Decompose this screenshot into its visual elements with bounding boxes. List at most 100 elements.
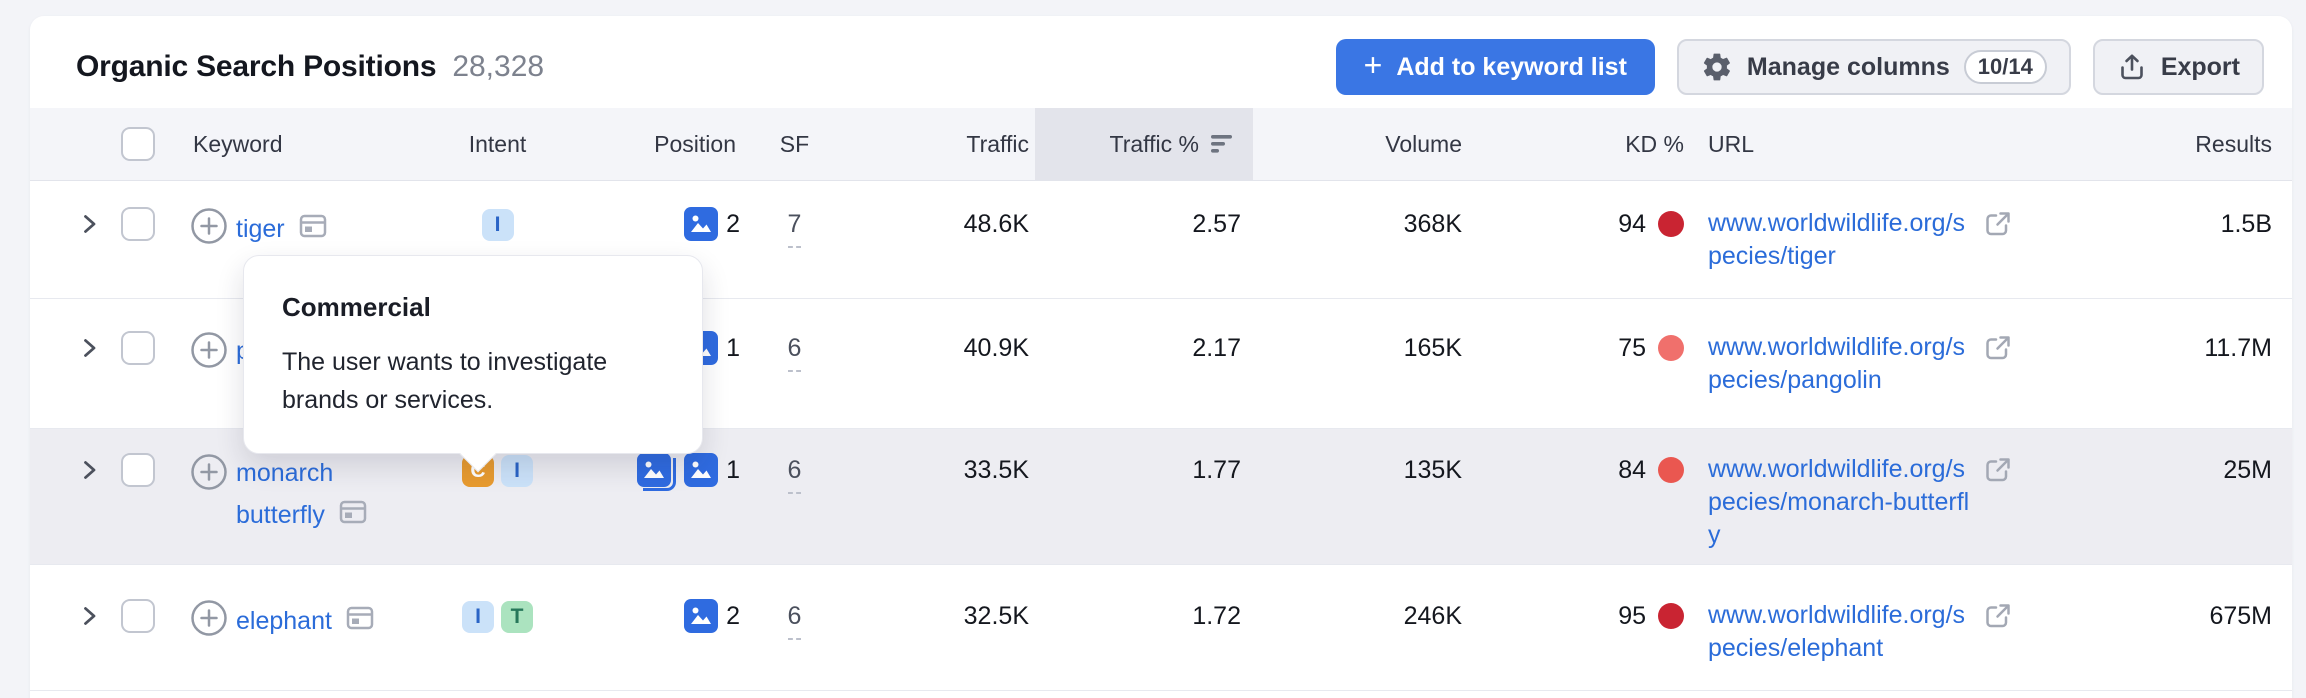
table-body: tiger I 2 7 48.6K 2.57: [30, 181, 2292, 691]
chevron-right-icon: [84, 607, 96, 625]
add-keyword-icon[interactable]: [190, 453, 228, 494]
url-link[interactable]: www.worldwildlife.org/species/tiger: [1708, 209, 1966, 270]
export-icon: [2117, 52, 2147, 82]
column-header-sf[interactable]: SF: [779, 130, 810, 157]
column-header-traffic[interactable]: Traffic: [966, 130, 1029, 157]
keyword-link[interactable]: tiger: [236, 215, 285, 243]
table-header-row: Keyword Intent Position SF Traffic Traff…: [30, 108, 2292, 181]
chevron-right-icon: [84, 461, 96, 479]
add-to-keyword-list-button[interactable]: + Add to keyword list: [1335, 39, 1655, 95]
serp-features-count[interactable]: 6: [787, 331, 802, 372]
traffic-pct-value: 1.77: [1192, 456, 1241, 484]
column-header-url[interactable]: URL: [1708, 130, 1755, 157]
external-link-icon[interactable]: [1983, 333, 2013, 372]
export-label: Export: [2160, 52, 2240, 81]
row-checkbox[interactable]: [121, 453, 155, 487]
sort-descending-icon: [1211, 134, 1235, 154]
gear-icon: [1701, 51, 1733, 83]
column-header-keyword[interactable]: Keyword: [193, 130, 283, 157]
traffic-value: 32.5K: [963, 602, 1029, 630]
table-row-elephant: elephant I T 2 6 32.5K: [30, 564, 2292, 691]
intent-badge-transactional[interactable]: T: [501, 601, 533, 633]
keyword-link[interactable]: monarch butterfly: [236, 459, 334, 529]
export-button[interactable]: Export: [2092, 39, 2264, 95]
add-keyword-icon[interactable]: [190, 599, 228, 640]
column-header-results[interactable]: Results: [2195, 130, 2272, 157]
kd-value: 94: [1618, 210, 1646, 238]
results-value: 1.5B: [2220, 210, 2272, 238]
kd-difficulty-dot: [1658, 211, 1684, 237]
chevron-right-icon: [84, 215, 96, 233]
plus-icon: +: [1363, 47, 1383, 83]
serp-features-count[interactable]: 7: [787, 207, 802, 248]
column-header-volume[interactable]: Volume: [1385, 130, 1462, 157]
volume-value: 368K: [1403, 210, 1462, 238]
column-header-traffic-pct[interactable]: Traffic %: [1035, 108, 1253, 180]
intent-badge-informational[interactable]: I: [501, 455, 533, 487]
add-keyword-icon[interactable]: [190, 207, 228, 248]
column-header-kd[interactable]: KD %: [1625, 130, 1684, 157]
volume-value: 165K: [1403, 334, 1462, 362]
total-count: 28,328: [452, 50, 545, 83]
url-link[interactable]: www.worldwildlife.org/species/monarch-bu…: [1708, 455, 1970, 549]
keyword-link[interactable]: elephant: [236, 607, 332, 635]
traffic-value: 40.9K: [963, 334, 1029, 362]
serp-preview-icon[interactable]: [345, 603, 375, 645]
external-link-icon[interactable]: [1983, 601, 2013, 640]
select-all-checkbox[interactable]: [121, 127, 155, 161]
expand-row-button[interactable]: [78, 213, 100, 238]
row-checkbox[interactable]: [121, 331, 155, 365]
serp-preview-icon[interactable]: [338, 497, 368, 539]
position-value: 1: [726, 334, 740, 362]
page-title: Organic Search Positions: [76, 50, 437, 83]
positions-table: Keyword Intent Position SF Traffic Traff…: [30, 108, 2292, 691]
url-link[interactable]: www.worldwildlife.org/species/pangolin: [1708, 333, 1966, 394]
expand-row-button[interactable]: [78, 337, 100, 362]
organic-search-positions-panel: Organic Search Positions 28,328 + Add to…: [30, 16, 2292, 698]
expand-row-button[interactable]: [78, 459, 100, 484]
traffic-value: 33.5K: [963, 456, 1029, 484]
expand-row-button[interactable]: [78, 605, 100, 630]
position-value: 2: [726, 602, 740, 630]
serp-features-count[interactable]: 6: [787, 453, 802, 494]
url-link[interactable]: www.worldwildlife.org/species/elephant: [1708, 601, 1966, 662]
manage-columns-label: Manage columns: [1746, 52, 1950, 81]
traffic-pct-value: 2.57: [1192, 210, 1241, 238]
kd-value: 75: [1618, 334, 1646, 362]
table-row-monarch-butterfly: monarch butterfly C I: [30, 428, 2292, 564]
intent-badge-informational[interactable]: I: [481, 209, 514, 241]
kd-value: 95: [1618, 602, 1646, 630]
row-checkbox[interactable]: [121, 599, 155, 633]
serp-features-count[interactable]: 6: [787, 599, 802, 640]
table-row-tiger: tiger I 2 7 48.6K 2.57: [30, 181, 2292, 298]
image-serp-feature-icon[interactable]: [684, 453, 719, 487]
position-value: 2: [726, 210, 740, 238]
traffic-pct-value: 1.72: [1192, 602, 1241, 630]
image-serp-feature-icon[interactable]: [684, 207, 719, 241]
column-header-position[interactable]: Position: [654, 130, 736, 157]
traffic-value: 48.6K: [963, 210, 1029, 238]
row-checkbox[interactable]: [121, 207, 155, 241]
manage-columns-button[interactable]: Manage columns 10/14: [1676, 39, 2071, 95]
header-actions: + Add to keyword list Manage columns 10/…: [1335, 39, 2264, 95]
kd-difficulty-dot: [1658, 457, 1684, 483]
tooltip-body: The user wants to investigate brands or …: [282, 348, 608, 414]
add-keyword-icon[interactable]: [190, 331, 228, 372]
serp-preview-icon[interactable]: [298, 211, 328, 253]
chevron-right-icon: [84, 339, 96, 357]
intent-tooltip: Commercial The user wants to investigate…: [243, 255, 703, 473]
image-pack-serp-feature-icon[interactable]: [637, 453, 677, 491]
volume-value: 135K: [1403, 456, 1462, 484]
table-row-pangolin: pangolin 1 6 40.9K 2.17 165K 75: [30, 298, 2292, 428]
add-to-keyword-list-label: Add to keyword list: [1396, 52, 1627, 81]
external-link-icon[interactable]: [1983, 455, 2013, 494]
external-link-icon[interactable]: [1983, 209, 2013, 248]
intent-badge-informational[interactable]: I: [462, 601, 494, 633]
image-serp-feature-icon[interactable]: [684, 599, 719, 633]
panel-header: Organic Search Positions 28,328 + Add to…: [30, 16, 2292, 108]
results-value: 675M: [2209, 602, 2272, 630]
columns-count-badge: 10/14: [1963, 50, 2047, 84]
column-header-traffic-pct-label: Traffic %: [1109, 130, 1199, 157]
volume-value: 246K: [1403, 602, 1462, 630]
column-header-intent[interactable]: Intent: [468, 130, 527, 157]
